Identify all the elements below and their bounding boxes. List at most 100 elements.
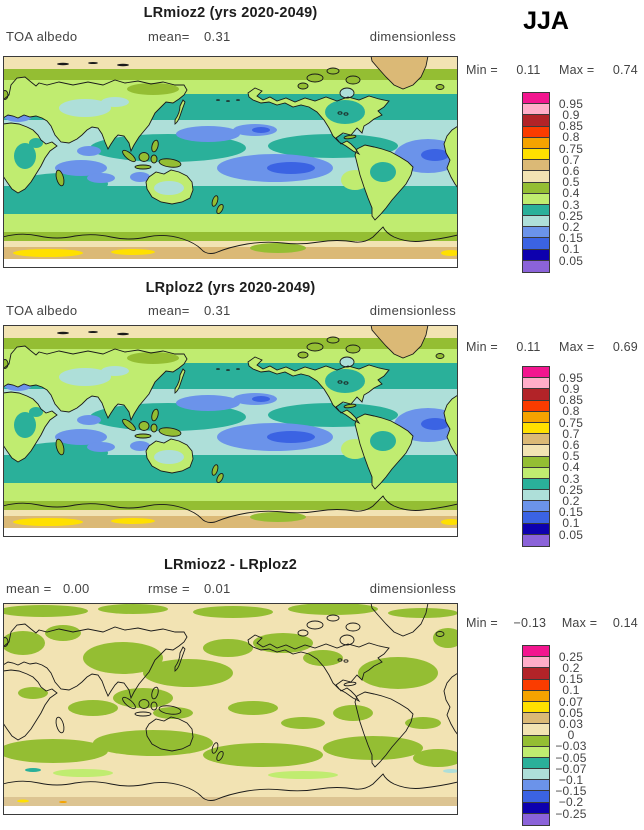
- panel2-mean-value: 0.31: [204, 303, 231, 318]
- panel1-stats-row: TOA albedo mean= 0.31 dimensionless: [3, 29, 458, 45]
- panel1-colorbar: 0.95 0.9 0.85 0.8 0.75 0.7 0.6 0.5 0.4 0.3 0.25 0.2…: [522, 92, 594, 274]
- panel1-variable-label: TOA albedo: [6, 29, 78, 44]
- colorbar-swatches: [522, 645, 550, 826]
- colorbar-cell: [523, 679, 549, 691]
- colorbar-cell: [523, 93, 549, 105]
- colorbar-tick-label: 0.05: [558, 527, 584, 542]
- colorbar-tick-label: 0.6: [562, 163, 580, 178]
- panel3-stats-row: mean = 0.00 rmse = 0.01 dimensionless: [3, 581, 458, 597]
- colorbar-swatches: [522, 92, 550, 273]
- colorbar-tick-label: 0.15: [558, 231, 584, 246]
- colorbar-cell: [523, 512, 549, 524]
- colorbar-cell: [523, 769, 549, 781]
- colorbar-cell: [523, 701, 549, 714]
- panel3-max-value: 0.14: [612, 616, 638, 630]
- panel3-mean-label: mean =: [6, 581, 52, 596]
- panel3-min-label: Min =: [466, 616, 498, 630]
- colorbar-tick-label: 0.25: [558, 482, 584, 497]
- colorbar-cell: [523, 534, 549, 546]
- season-label: JJA: [523, 7, 569, 35]
- colorbar-cell: [523, 668, 549, 680]
- panel1-mean-label: mean=: [148, 29, 190, 44]
- colorbar-cell: [523, 204, 549, 217]
- map-lrmioz2: [3, 56, 458, 268]
- colorbar-cell: [523, 746, 549, 758]
- colorbar-tick-label: 0.4: [562, 186, 580, 201]
- colorbar-tick-labels: 0.25 0.2 0.15 0.1 0.07 0.05 0.03 0 −0.03 −0.05 −0.…: [549, 646, 593, 826]
- colorbar-cell: [523, 378, 549, 390]
- colorbar-tick-labels: 0.95 0.9 0.85 0.8 0.75 0.7 0.6 0.5 0.4 0.3 0.25 0.2…: [549, 93, 593, 273]
- colorbar-cell: [523, 780, 549, 792]
- colorbar-cell: [523, 148, 549, 161]
- colorbar-tick-label: 0.7: [562, 152, 580, 167]
- colorbar-cell: [523, 501, 549, 513]
- colorbar-cell: [523, 400, 549, 412]
- panel2-units-label: dimensionless: [369, 303, 456, 318]
- colorbar-tick-label: 0.07: [558, 694, 584, 709]
- colorbar-tick-label: 0.5: [562, 449, 580, 464]
- colorbar-tick-label: 0.3: [562, 197, 580, 212]
- panel1-minmax-row: Min = 0.11 Max = 0.74: [466, 63, 638, 77]
- colorbar-tick-label: 0.95: [558, 96, 584, 111]
- map-lrploz2: [3, 325, 458, 537]
- panel1-min-label: Min =: [466, 63, 498, 77]
- colorbar-cell: [523, 260, 549, 272]
- panel2-max-value: 0.69: [612, 340, 638, 354]
- colorbar-cell: [523, 802, 549, 814]
- panel1-max-label: Max =: [559, 63, 595, 77]
- colorbar-tick-label: 0.8: [562, 404, 580, 419]
- colorbar-tick-label: 0.25: [558, 649, 584, 664]
- colorbar-tick-label: 0.8: [562, 130, 580, 145]
- colorbar-tick-label: 0.2: [562, 493, 580, 508]
- colorbar-tick-label: 0.1: [562, 683, 580, 698]
- colorbar-cell: [523, 445, 549, 457]
- colorbar-tick-label: −0.2: [558, 795, 584, 810]
- panel3-minmax-row: Min = −0.13 Max = 0.14: [466, 616, 638, 630]
- colorbar-cell: [523, 104, 549, 116]
- colorbar-tick-label: 0.6: [562, 437, 580, 452]
- colorbar-tick-label: 0.5: [562, 175, 580, 190]
- colorbar-tick-label: −0.05: [555, 750, 587, 765]
- colorbar-tick-label: 0.1: [562, 516, 580, 531]
- colorbar-cell: [523, 478, 549, 491]
- panel2-max-label: Max =: [559, 340, 595, 354]
- panel3-units-label: dimensionless: [369, 581, 456, 596]
- colorbar-cell: [523, 367, 549, 379]
- panel2-title: LRploz2 (yrs 2020-2049): [145, 280, 316, 296]
- colorbar-tick-label: 0.75: [558, 141, 584, 156]
- panel3-min-value: −0.13: [513, 616, 547, 630]
- colorbar-cell: [523, 182, 549, 194]
- colorbar-cell: [523, 411, 549, 423]
- colorbar-tick-label: 0.95: [558, 370, 584, 385]
- colorbar-tick-labels: 0.95 0.9 0.85 0.8 0.75 0.7 0.6 0.5 0.4 0.3 0.25 0.2…: [549, 367, 593, 547]
- colorbar-cell: [523, 193, 549, 205]
- colorbar-cell: [523, 646, 549, 658]
- panel2-variable-label: TOA albedo: [6, 303, 78, 318]
- colorbar-cell: [523, 757, 549, 770]
- colorbar-tick-label: 0.05: [558, 253, 584, 268]
- panel1-units-label: dimensionless: [369, 29, 456, 44]
- colorbar-cell: [523, 490, 549, 502]
- colorbar-tick-label: 0.15: [558, 672, 584, 687]
- colorbar-cell: [523, 791, 549, 803]
- panel3-max-label: Max =: [561, 616, 598, 630]
- panel2-min-label: Min =: [466, 340, 498, 354]
- panel1-min-value: 0.11: [516, 63, 541, 77]
- panel2-minmax-row: Min = 0.11 Max = 0.69: [466, 340, 638, 354]
- panel3-rmse-label: rmse =: [148, 581, 190, 596]
- colorbar-cell: [523, 690, 549, 702]
- colorbar-tick-label: 0.3: [562, 471, 580, 486]
- panel2-mean-label: mean=: [148, 303, 190, 318]
- colorbar-tick-label: −0.15: [555, 784, 587, 799]
- colorbar-tick-label: 0: [567, 728, 575, 743]
- colorbar-cell: [523, 434, 549, 446]
- colorbar-tick-label: 0.2: [562, 660, 580, 675]
- colorbar-tick-label: 0.03: [558, 716, 584, 731]
- colorbar-tick-label: 0.7: [562, 426, 580, 441]
- colorbar-cell: [523, 657, 549, 669]
- colorbar-cell: [523, 735, 549, 747]
- colorbar-tick-label: 0.2: [562, 219, 580, 234]
- panel2-colorbar: 0.95 0.9 0.85 0.8 0.75 0.7 0.6 0.5 0.4 0.3 0.25 0.2…: [522, 366, 594, 548]
- colorbar-tick-label: −0.07: [555, 761, 587, 776]
- colorbar-tick-label: 0.9: [562, 107, 580, 122]
